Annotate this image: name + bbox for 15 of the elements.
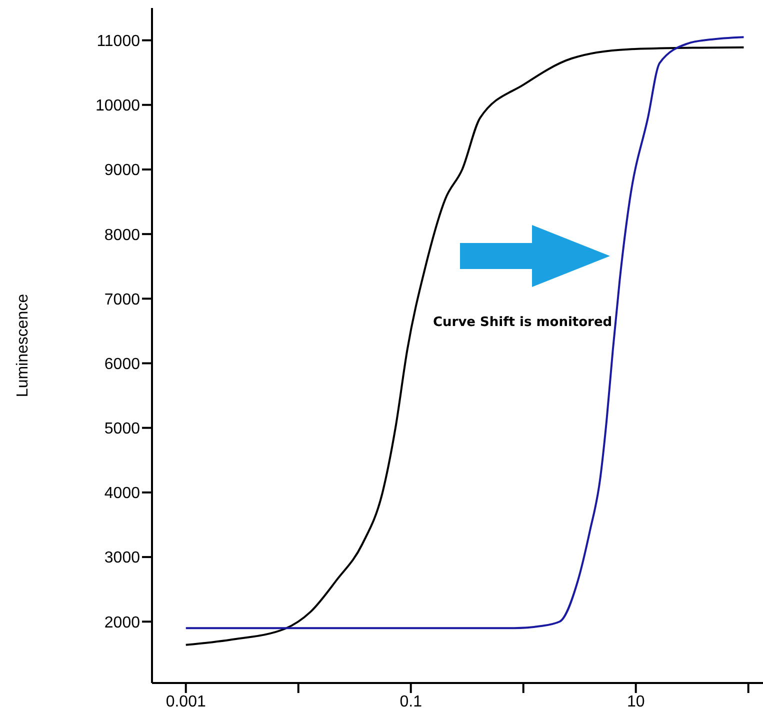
x-tick-label: 0.1 <box>400 693 422 710</box>
x-tick-label: 0.001 <box>166 693 206 710</box>
y-tick-label: 10000 <box>96 98 140 115</box>
y-tick-label: 8000 <box>104 226 140 244</box>
y-tick-label: 6000 <box>104 356 140 373</box>
annotation: Curve Shift is monitored <box>433 315 612 330</box>
y-tick-label: 2000 <box>104 614 140 632</box>
y-tick-label: 9000 <box>104 162 140 180</box>
x-tick-label: 10 <box>626 693 645 710</box>
y-tick-label: 11000 <box>96 32 140 50</box>
y-tick-label: 7000 <box>104 291 140 308</box>
y-tick-label: 4000 <box>104 485 140 502</box>
y-tick-label: 3000 <box>104 550 140 567</box>
y-axis-title: Luminescence <box>14 294 32 398</box>
y-tick-label: 5000 <box>104 420 140 438</box>
